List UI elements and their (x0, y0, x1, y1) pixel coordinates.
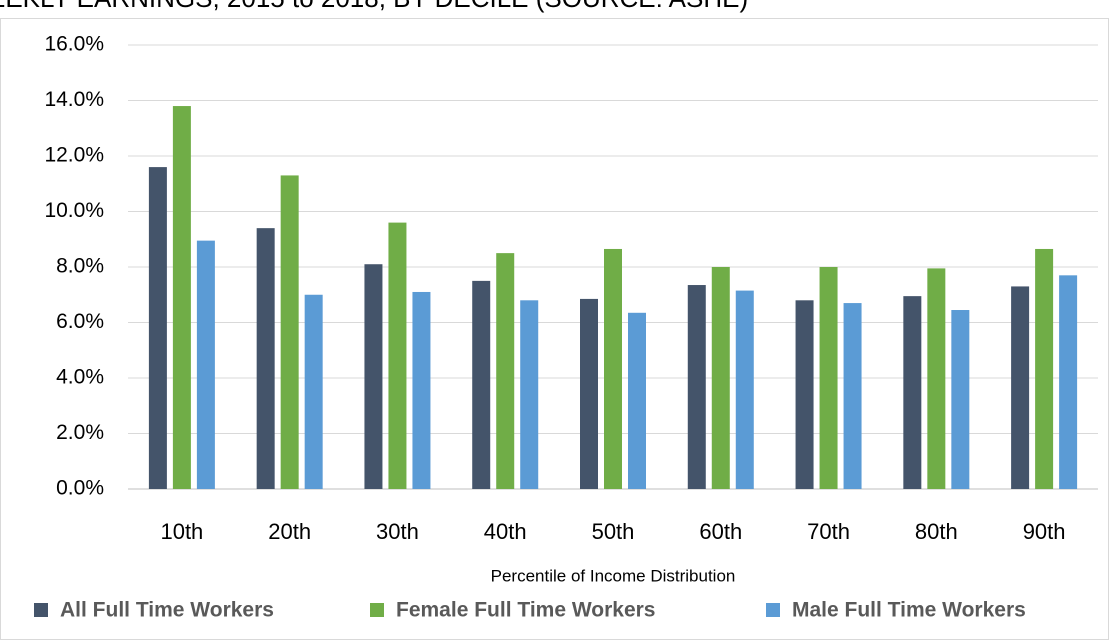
bar (256, 228, 275, 489)
x-tick-label: 60th (699, 519, 742, 544)
bar (628, 312, 646, 489)
legend-label: Male Full Time Workers (792, 599, 1026, 622)
bar (412, 291, 431, 489)
legend-swatch (766, 603, 780, 617)
bar (1011, 286, 1030, 489)
bar (819, 267, 838, 489)
bar (903, 296, 922, 489)
bar (496, 253, 515, 489)
bar (304, 294, 323, 489)
bar (927, 268, 946, 489)
y-tick-label: 10.0% (44, 199, 104, 222)
bar (1059, 275, 1078, 489)
y-tick-label: 0.0% (56, 477, 104, 500)
legend-label: Female Full Time Workers (396, 599, 656, 622)
y-tick-label: 4.0% (56, 366, 104, 389)
bar (388, 222, 407, 489)
bar (580, 298, 598, 489)
x-axis-label: Percentile of Income Distribution (491, 566, 736, 585)
bar (795, 300, 814, 489)
bar (196, 240, 215, 489)
bar (843, 303, 862, 489)
bar (687, 285, 706, 489)
x-tick-label: 40th (484, 519, 527, 544)
bar (472, 280, 491, 489)
x-tick-label: 30th (376, 519, 419, 544)
legend-swatch (370, 603, 384, 617)
bar (520, 300, 539, 489)
legend-label: All Full Time Workers (60, 599, 274, 622)
bar (172, 106, 191, 490)
y-tick-label: 8.0% (56, 255, 104, 278)
bar (711, 267, 730, 489)
bar (148, 167, 167, 489)
y-tick-label: 14.0% (44, 88, 104, 111)
y-tick-label: 16.0% (44, 33, 104, 56)
bar (364, 264, 383, 489)
legend-swatch (34, 603, 48, 617)
y-tick-label: 12.0% (44, 144, 104, 167)
x-tick-label: 90th (1023, 519, 1066, 544)
y-tick-label: 2.0% (56, 421, 104, 444)
x-tick-label: 20th (268, 519, 311, 544)
bar (951, 310, 970, 489)
x-tick-label: 80th (915, 519, 958, 544)
bar (604, 248, 622, 489)
x-tick-label: 10th (160, 519, 203, 544)
chart-title: EEKLY EARNINGS, 2015 to 2018, BY DECILE … (0, 0, 748, 13)
bar (280, 175, 299, 490)
x-tick-label: 50th (592, 519, 635, 544)
x-tick-label: 70th (807, 519, 850, 544)
bar (1035, 248, 1054, 489)
bar (735, 290, 754, 489)
y-tick-label: 6.0% (56, 310, 104, 333)
